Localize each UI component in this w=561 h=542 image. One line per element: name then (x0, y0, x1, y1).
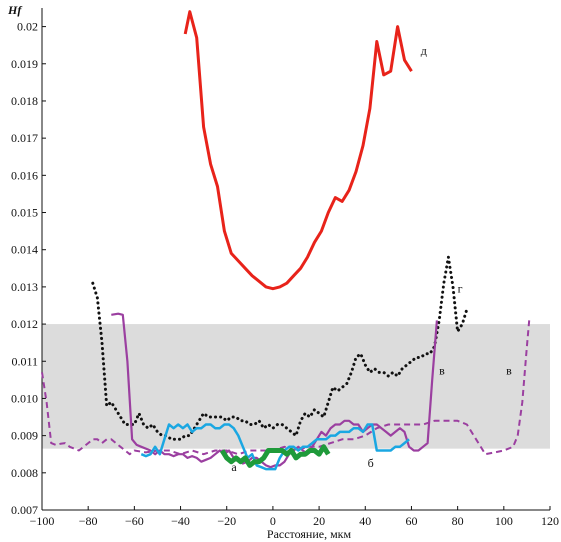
x-tick-label: −20 (217, 514, 236, 528)
y-tick-label: 0.010 (11, 391, 38, 405)
x-tick-label: −40 (171, 514, 190, 528)
y-tick-label: 0.019 (11, 57, 38, 71)
curve-labels: д г в в б а (231, 43, 512, 473)
x-tick-label: 60 (405, 514, 417, 528)
x-tick-label: 0 (270, 514, 276, 528)
x-tick-label: −100 (30, 514, 55, 528)
y-tick-label: 0.017 (11, 131, 38, 145)
x-tick-label: −60 (125, 514, 144, 528)
x-tick-label: 20 (313, 514, 325, 528)
y-tick-label: 0.007 (11, 503, 38, 517)
y-tick-label: 0.018 (11, 94, 38, 108)
y-tick-label: 0.015 (11, 206, 38, 220)
x-tick-label: 100 (495, 514, 513, 528)
y-axis-title: Hf (7, 3, 22, 17)
highlight-band (42, 324, 550, 449)
series-line-0 (183, 10, 413, 291)
axes: 0.007 0.008 0.009 0.010 0.011 0.012 0.013 0.014… (11, 8, 559, 528)
x-tick-label: −80 (79, 514, 98, 528)
y-tick-label: 0.009 (11, 429, 38, 443)
curve-label-5: а (231, 460, 237, 474)
series-line-3 (41, 320, 531, 456)
curve-label-1: г (458, 281, 463, 295)
highlight-band-layer (42, 324, 550, 449)
x-tick-label: 40 (359, 514, 371, 528)
curve-label-3: в (506, 363, 512, 377)
y-tick-label: 0.013 (11, 280, 38, 294)
curve-label-4: б (368, 456, 374, 470)
y-tick-label: 0.014 (11, 243, 38, 257)
y-tick-label: 0.016 (11, 168, 38, 182)
series-line-4 (140, 423, 410, 471)
series-line-5 (219, 444, 331, 468)
x-tick-label: 80 (452, 514, 464, 528)
y-tick-label: 0.02 (17, 20, 38, 34)
y-tick-label: 0.011 (11, 354, 38, 368)
y-tick-label: 0.012 (11, 317, 38, 331)
curve-label-2: в (439, 363, 445, 377)
series-line-2 (111, 312, 438, 469)
series-layer (41, 10, 531, 471)
x-tick-label: 120 (541, 514, 559, 528)
x-axis-title: Расстояние, мкм (267, 527, 352, 541)
curve-label-0: д (421, 43, 427, 57)
y-tick-label: 0.008 (11, 466, 38, 480)
